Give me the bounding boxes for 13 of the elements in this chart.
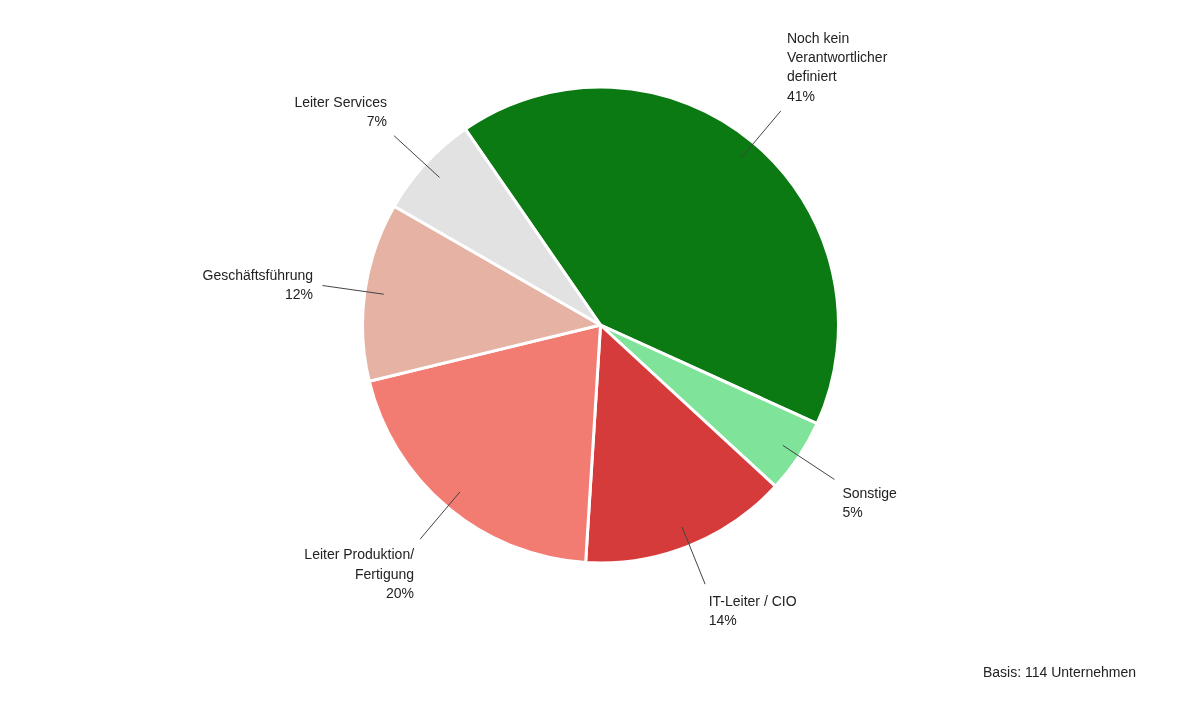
data-label: 14%: [708, 612, 737, 629]
text: Basis: 114 Unternehmen: [982, 664, 1137, 680]
slice-label: Geschäftsführung: [202, 266, 314, 283]
data-label: 12%: [285, 285, 314, 302]
slice-label: Sonstige: [842, 484, 898, 501]
slice-label: Noch kein Verantwortlicher definiert: [786, 30, 888, 85]
data-label: 20%: [386, 584, 415, 601]
data-label: 41%: [786, 87, 815, 104]
slice-label: IT-Leiter / CIO: [708, 592, 797, 609]
data-label: 5%: [842, 503, 863, 520]
slice-label: Leiter Produktion/Fertigung: [304, 546, 415, 582]
slice-label: Leiter Services: [294, 94, 388, 111]
data-label: 7%: [366, 113, 388, 130]
